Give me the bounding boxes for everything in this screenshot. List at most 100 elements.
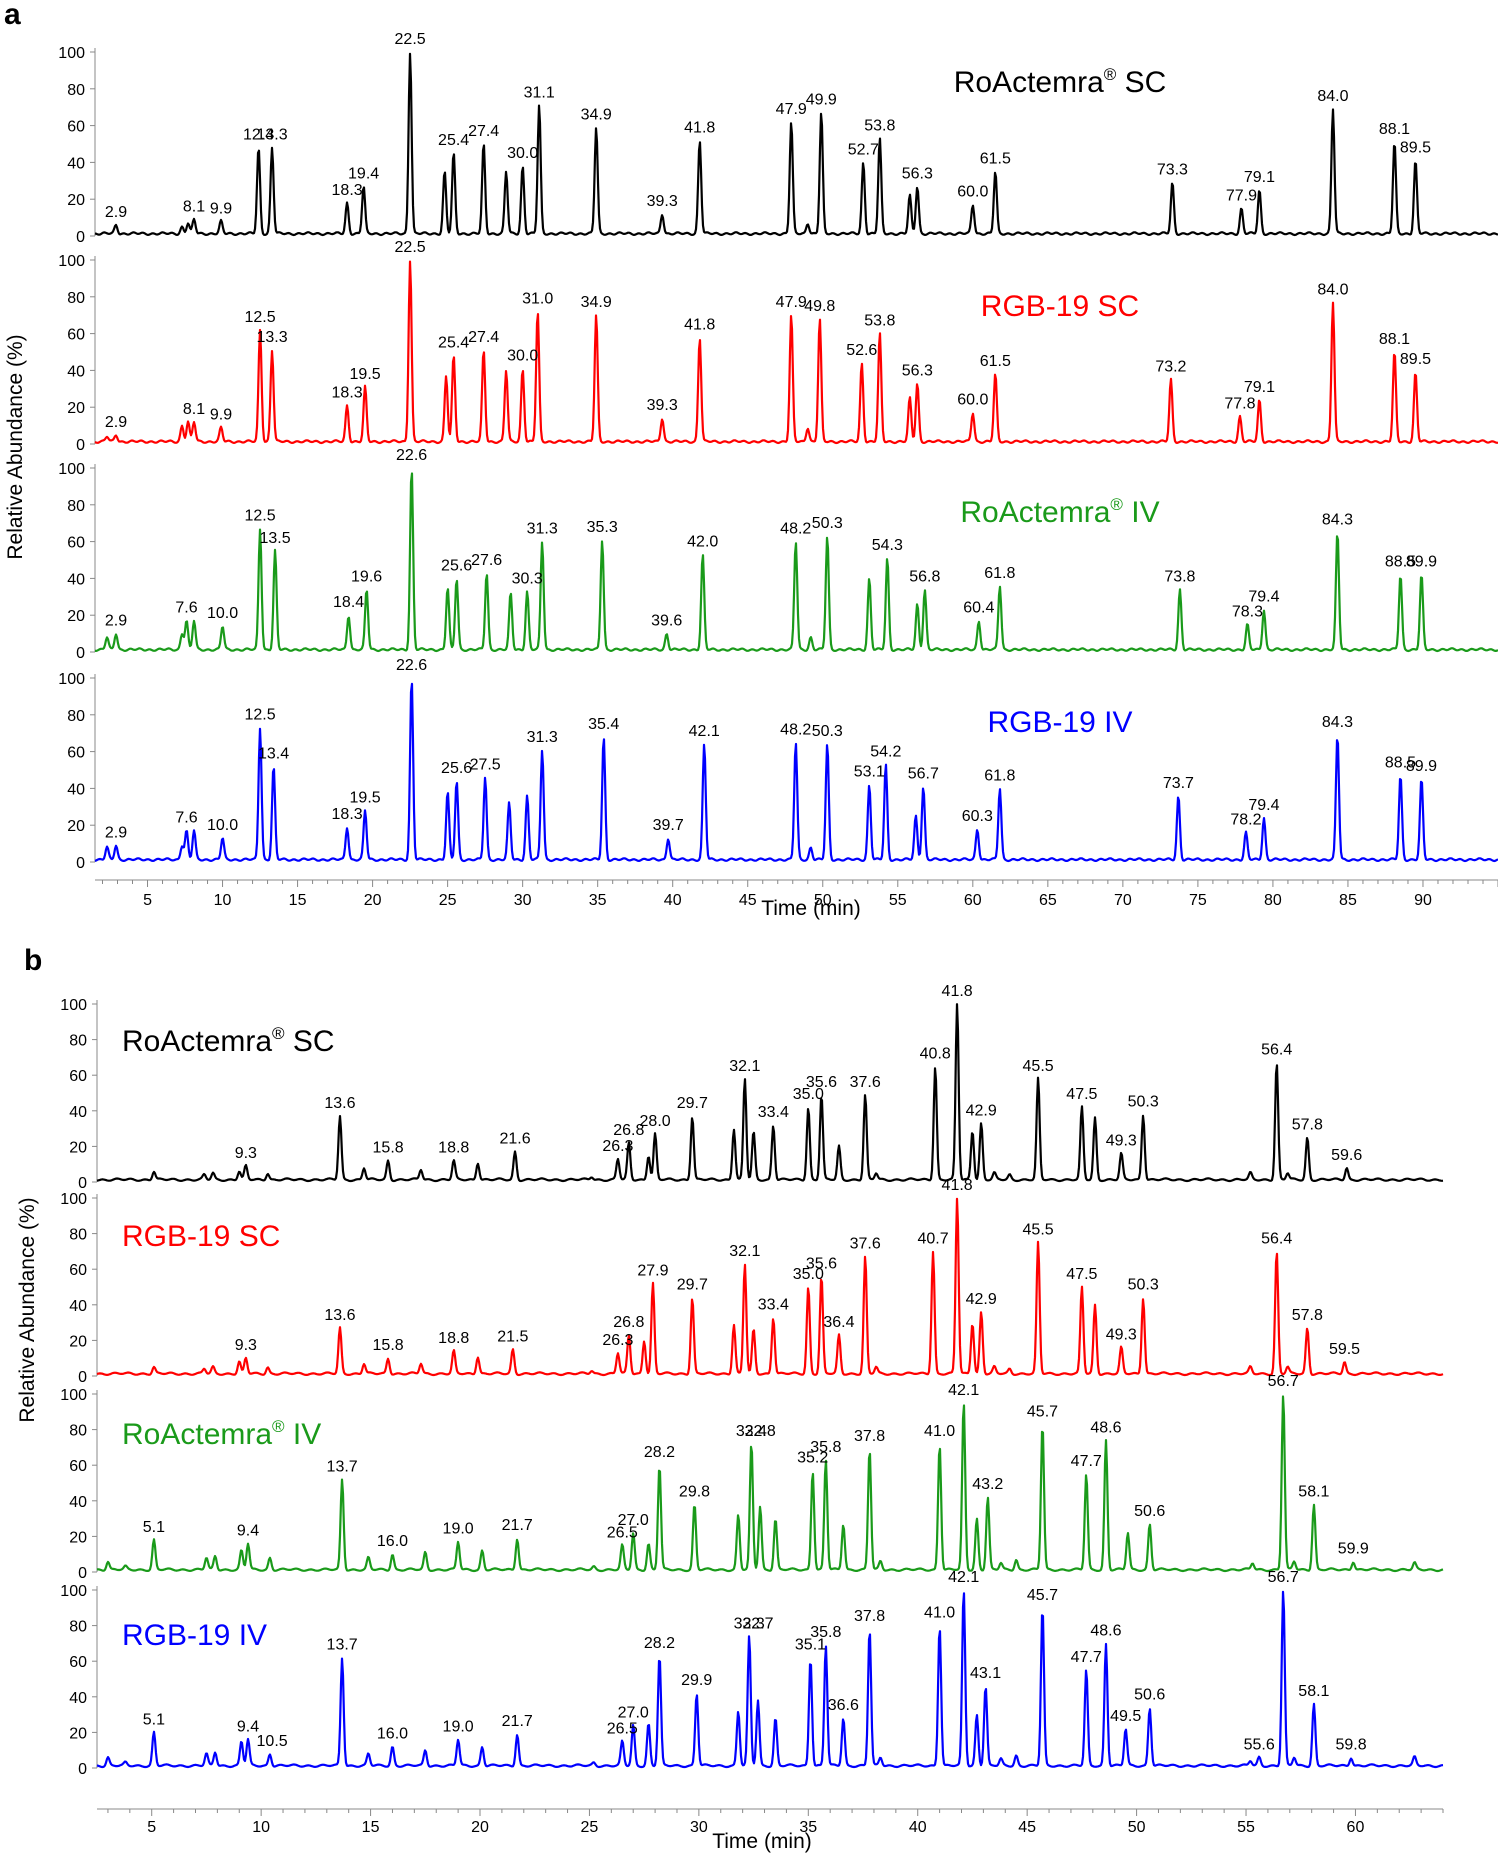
panel-a-s0-peak-label: 49.9 bbox=[806, 92, 837, 109]
panel-a-s3-y-tick-label: 60 bbox=[67, 745, 85, 762]
panel-a-x-tick-label: 55 bbox=[889, 892, 907, 909]
panel-b-s3-peak-label: 19.0 bbox=[443, 1719, 474, 1736]
panel-b-s1-peak-label: 47.5 bbox=[1066, 1266, 1097, 1283]
panel-b-s0-peak-label: 32.1 bbox=[729, 1058, 760, 1075]
panel-a-s1-peak-label: 27.4 bbox=[468, 329, 499, 346]
panel-a-s1-y-tick-label: 80 bbox=[67, 290, 85, 307]
panel-b-s1-peak-label: 36.4 bbox=[823, 1314, 854, 1331]
panel-b-x-tick-label: 30 bbox=[690, 1819, 708, 1836]
panel-a-s2-peak-label: 79.4 bbox=[1248, 589, 1279, 606]
panel-a-s0-peak-label: 25.4 bbox=[438, 132, 469, 149]
panel-a-s0-y-tick-label: 40 bbox=[67, 155, 85, 172]
panel-a-x-tick-label: 65 bbox=[1039, 892, 1057, 909]
panel-a-s1-peak-label: 39.3 bbox=[647, 397, 678, 414]
panel-a-s0-sample-name: RoActemra® SC bbox=[954, 65, 1167, 99]
panel-a-s1-y-tick-label: 20 bbox=[67, 400, 85, 417]
panel-b-s2-peak-label: 21.7 bbox=[502, 1517, 533, 1534]
panel-a-xlabel: Time (min) bbox=[761, 897, 861, 920]
panel-a-s2-peak-label: 50.3 bbox=[812, 515, 843, 532]
panel-a-x-tick-label: 10 bbox=[214, 892, 232, 909]
panel-a-s3-peak-label: 7.6 bbox=[175, 810, 197, 827]
panel-a-x-tick-label: 20 bbox=[364, 892, 382, 909]
panel-b-s3-peak-label: 56.7 bbox=[1268, 1569, 1299, 1586]
panel-b-s3-peak-label: 27.0 bbox=[618, 1704, 649, 1721]
panel-a-s0-peak-label: 39.3 bbox=[647, 193, 678, 210]
panel-b-s3-peak-label: 35.1 bbox=[795, 1637, 826, 1654]
panel-b-x-tick-label: 15 bbox=[362, 1819, 380, 1836]
panel-b-s0-peak-label: 37.6 bbox=[850, 1074, 881, 1091]
panel-a-s2-y-tick-label: 0 bbox=[76, 645, 85, 662]
panel-a-s1-peak-label: 84.0 bbox=[1317, 281, 1348, 298]
panel-b-s2-peak-label: 13.7 bbox=[327, 1458, 358, 1475]
panel-a-x-tick-label: 35 bbox=[589, 892, 607, 909]
panel-a-s0-peak-label: 41.8 bbox=[684, 119, 715, 136]
panel-a-s2-y-tick-label: 20 bbox=[67, 608, 85, 625]
panel-a-s3-peak-label: 35.4 bbox=[588, 716, 619, 733]
panel-b-x-tick-label: 50 bbox=[1128, 1819, 1146, 1836]
panel-b-s3-y-tick-label: 20 bbox=[69, 1725, 87, 1742]
panel-a-s0-peak-label: 8.1 bbox=[183, 198, 205, 215]
panel-a-x-tick-label: 50 bbox=[814, 892, 832, 909]
panel-a-s1-y-tick-label: 60 bbox=[67, 327, 85, 344]
panel-b-s1-peak-label: 26.3 bbox=[602, 1332, 633, 1349]
panel-a-s2-y-tick-label: 40 bbox=[67, 571, 85, 588]
panel-a-s1-peak-label: 30.0 bbox=[507, 348, 538, 365]
panel-b-x-tick-label: 55 bbox=[1237, 1819, 1255, 1836]
panel-b-s1-peak-label: 13.6 bbox=[324, 1307, 355, 1324]
panel-b-s2-y-tick-label: 0 bbox=[78, 1565, 87, 1582]
panel-a-s1-peak-label: 12.5 bbox=[244, 309, 275, 326]
panel-b-s0-y-tick-label: 0 bbox=[78, 1175, 87, 1192]
panel-b-s2-peak-label: 41.0 bbox=[924, 1423, 955, 1440]
panel-b-x-tick-label: 25 bbox=[581, 1819, 599, 1836]
panel-b-s0-peak-label: 49.3 bbox=[1106, 1133, 1137, 1150]
panel-b-s3-peak-label: 36.6 bbox=[828, 1697, 859, 1714]
panel-a-s0-peak-label: 2.9 bbox=[105, 204, 127, 221]
panel-a-x-tick-label: 75 bbox=[1189, 892, 1207, 909]
panel-b-s1-y-tick-label: 60 bbox=[69, 1262, 87, 1279]
panel-b-letter: b bbox=[24, 944, 42, 977]
panel-b-s3-y-tick-label: 60 bbox=[69, 1654, 87, 1671]
panel-b-s2-peak-label: 26.5 bbox=[607, 1524, 638, 1541]
panel-b-s1-peak-label: 18.8 bbox=[438, 1330, 469, 1347]
panel-a-s3-peak-label: 84.3 bbox=[1322, 714, 1353, 731]
panel-b-s1-peak-label: 37.6 bbox=[850, 1236, 881, 1253]
panel-b-s0-peak-label: 56.4 bbox=[1261, 1042, 1292, 1059]
panel-b-s2-peak-label: 35.8 bbox=[810, 1439, 841, 1456]
panel-a-s0-y-tick-label: 0 bbox=[76, 229, 85, 246]
panel-a-s3-peak-label: 48.2 bbox=[780, 721, 811, 738]
panel-a-s3-peak-label: 2.9 bbox=[105, 824, 127, 841]
panel-b-s3-peak-label: 21.7 bbox=[502, 1713, 533, 1730]
panel-b-s1-y-tick-label: 20 bbox=[69, 1333, 87, 1350]
panel-b-s2-peak-label: 43.2 bbox=[972, 1476, 1003, 1493]
panel-b-s2-y-tick-label: 100 bbox=[60, 1387, 87, 1404]
panel-a-s1-peak-label: 61.5 bbox=[980, 353, 1011, 370]
panel-a-s3-peak-label: 61.8 bbox=[984, 767, 1015, 784]
panel-b-s0-peak-label: 35.6 bbox=[806, 1074, 837, 1091]
panel-a-x-tick-label: 60 bbox=[964, 892, 982, 909]
panel-b-s1-peak-label: 9.3 bbox=[235, 1337, 257, 1354]
panel-a-s3-peak-label: 18.3 bbox=[332, 806, 363, 823]
panel-a-s0-peak-label: 13.3 bbox=[256, 127, 287, 144]
panel-a-s0-peak-label: 84.0 bbox=[1317, 88, 1348, 105]
panel-b-s0-y-tick-label: 20 bbox=[69, 1139, 87, 1156]
panel-a-s1-sample-name: RGB-19 SC bbox=[981, 290, 1139, 323]
panel-a-s0-y-tick-label: 100 bbox=[58, 45, 85, 62]
panel-b-s1-peak-label: 35.6 bbox=[806, 1255, 837, 1272]
panel-a-s2-peak-label: 18.4 bbox=[333, 594, 364, 611]
panel-a-s0-peak-label: 60.0 bbox=[957, 184, 988, 201]
panel-a-s0-peak-label: 52.7 bbox=[848, 141, 879, 158]
panel-b-s2-peak-label: 56.7 bbox=[1268, 1373, 1299, 1390]
panel-b-s1-y-tick-label: 80 bbox=[69, 1227, 87, 1244]
panel-a-s3-y-tick-label: 0 bbox=[76, 855, 85, 872]
panel-a-s3-peak-label: 19.5 bbox=[350, 789, 381, 806]
panel-b-s3-peak-label: 26.5 bbox=[607, 1720, 638, 1737]
panel-b-s1-peak-label: 50.3 bbox=[1128, 1277, 1159, 1294]
panel-a-s0-peak-label: 73.3 bbox=[1157, 162, 1188, 179]
panel-a-s1-peak-label: 60.0 bbox=[957, 392, 988, 409]
panel-b-x-tick-label: 35 bbox=[799, 1819, 817, 1836]
panel-a-s2-peak-label: 27.6 bbox=[471, 552, 502, 569]
panel-a-s3-peak-label: 73.7 bbox=[1163, 775, 1194, 792]
panel-b-s3-peak-label: 16.0 bbox=[377, 1726, 408, 1743]
panel-a-s1-peak-label: 77.8 bbox=[1224, 395, 1255, 412]
